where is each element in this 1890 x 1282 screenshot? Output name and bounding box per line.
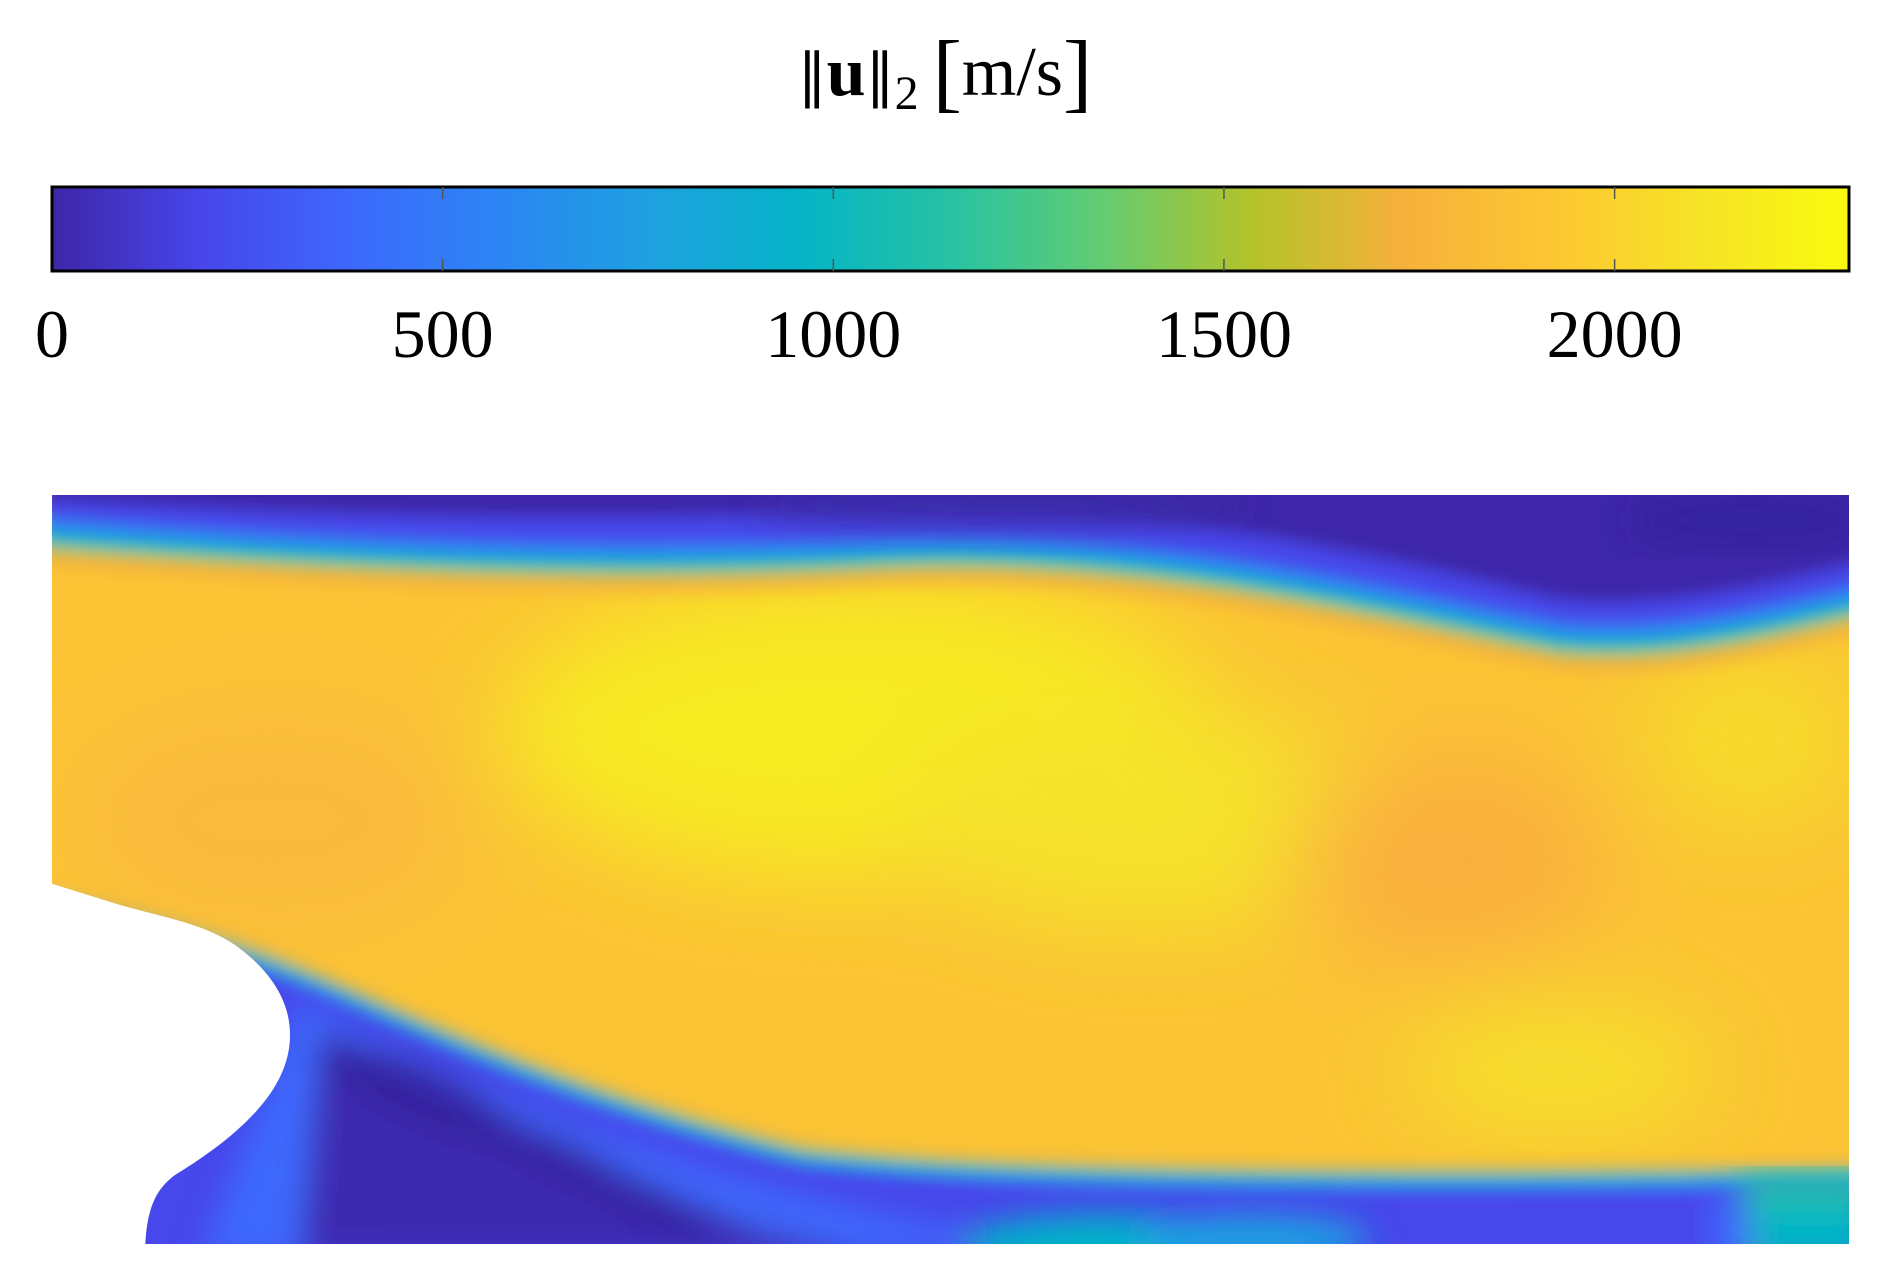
- recirculation-zone: [206, 1000, 1370, 1244]
- unit-bracket-open: [: [933, 24, 962, 121]
- upper-quiescent-layer: [750, 495, 1849, 550]
- norm-subscript: 2: [895, 67, 919, 120]
- colorbar-tick-label: 1000: [765, 296, 901, 372]
- obstacle-body: [52, 883, 290, 1244]
- colorbar-title: ‖u‖2 [m/s]: [798, 24, 1093, 121]
- colorbar-tick-label: 1500: [1156, 296, 1292, 372]
- unit-label: m/s: [962, 34, 1063, 111]
- lower-right-wall-layer: [1710, 1175, 1849, 1244]
- colorbar: [50, 185, 1851, 273]
- colorbar-tick-label: 500: [392, 296, 494, 372]
- upper-shear-layer: [52, 495, 1849, 672]
- norm-close: ‖: [866, 41, 895, 109]
- colorbar-tick-label: 0: [35, 296, 69, 372]
- jet-core-highlights: [70, 580, 1849, 1130]
- colorbar-tick-labels: 0 500 1000 1500 2000: [35, 296, 1683, 372]
- norm-open: ‖: [798, 41, 827, 109]
- unit-bracket-close: ]: [1063, 24, 1092, 121]
- colorbar-tick-label: 2000: [1547, 296, 1683, 372]
- colorbar-ticks: [441, 187, 1616, 271]
- vector-symbol: u: [827, 34, 866, 111]
- velocity-field-plot: [52, 495, 1849, 1244]
